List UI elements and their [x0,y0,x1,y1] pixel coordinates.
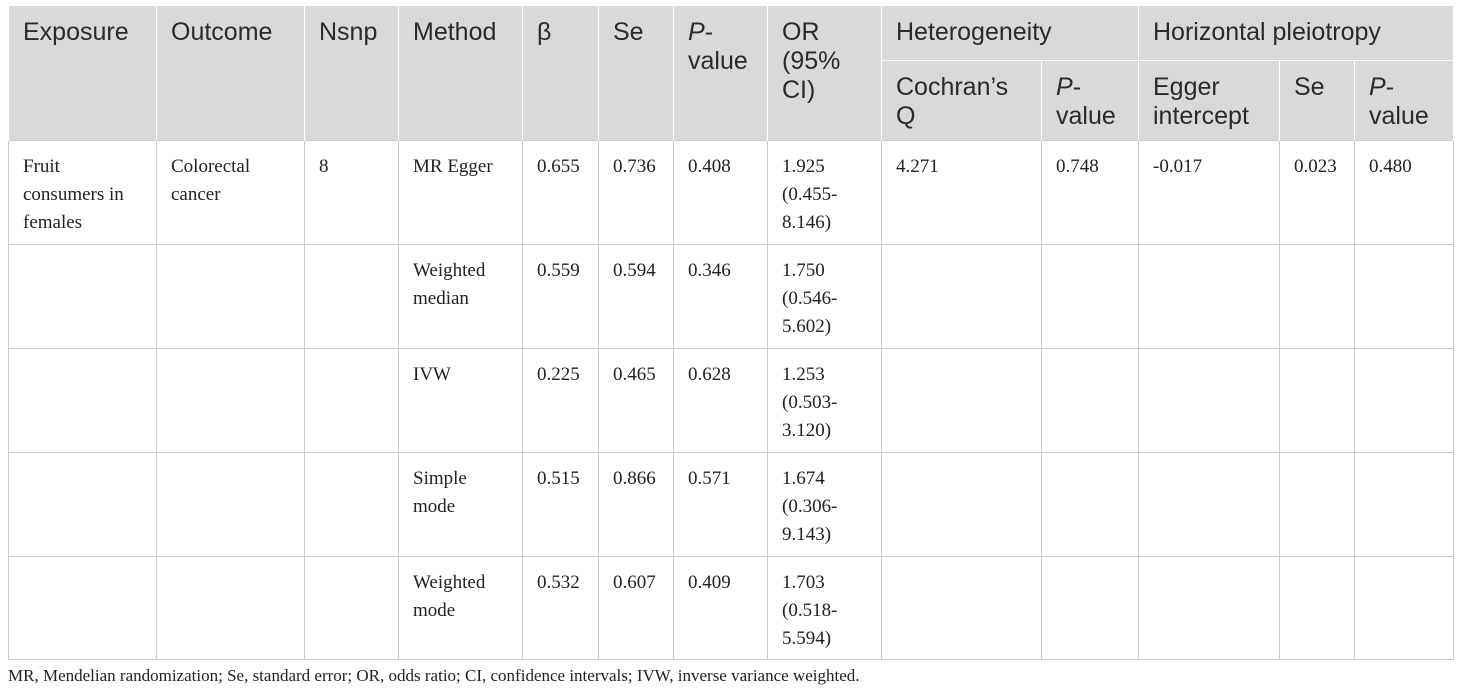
table-row: Weighted median 0.559 0.594 0.346 1.750 … [8,243,1455,349]
cell-nsnp [304,347,399,453]
cell-p-value: 0.408 [673,139,768,245]
cell-pleio-p-value [1353,555,1455,660]
header-row-sub: Cochran’s Q P-value Egger intercept Se P… [9,59,1455,140]
cell-exposure [8,451,157,557]
col-egger-intercept: Egger intercept [1138,59,1280,140]
cell-outcome [156,243,305,349]
col-method: Method [398,6,523,140]
cell-het-p-value [1041,451,1139,557]
cell-nsnp [304,555,399,660]
table-row: Weighted mode 0.532 0.607 0.409 1.703 (0… [8,555,1455,660]
cell-or: 1.925 (0.455-8.146) [767,139,882,245]
cell-or: 1.750 (0.546-5.602) [767,243,882,349]
col-nsnp: Nsnp [304,6,399,140]
cell-method: Weighted mode [398,555,523,660]
cell-cochrans-q [881,347,1042,453]
cell-beta: 0.532 [522,555,599,660]
p-italic: P [688,18,705,46]
cell-pleio-se: 0.023 [1279,139,1355,245]
p-rest: -value [688,18,748,75]
cell-cochrans-q: 4.271 [881,139,1042,245]
cell-pleio-se [1279,243,1355,349]
cell-cochrans-q [881,243,1042,349]
col-exposure: Exposure [8,6,157,140]
cell-beta: 0.515 [522,451,599,557]
col-outcome: Outcome [156,6,305,140]
cell-beta: 0.655 [522,139,599,245]
cell-pleio-se [1279,451,1355,557]
col-or: OR (95% CI) [767,6,882,140]
cell-exposure [8,555,157,660]
cell-het-p-value [1041,555,1139,660]
cell-outcome: Colorectal cancer [156,139,305,245]
cell-outcome [156,555,305,660]
cell-pleio-se [1279,555,1355,660]
cell-egger-intercept [1138,555,1280,660]
cell-het-p-value [1041,347,1139,453]
col-pleio-se: Se [1279,59,1355,140]
cell-or: 1.674 (0.306-9.143) [767,451,882,557]
col-pleio-p-value: P-value [1353,59,1455,140]
pleio-p-rest: -value [1369,72,1429,130]
table-body: Fruit consumers in females Colorectal ca… [8,139,1455,660]
cell-outcome [156,347,305,453]
header-row-top: Exposure Outcome Nsnp Method β Se P-valu… [8,6,1455,140]
cell-p-value: 0.571 [673,451,768,557]
col-cochrans-q: Cochran’s Q [881,59,1042,140]
table-footnote: MR, Mendelian randomization; Se, standar… [8,666,860,685]
cell-or: 1.703 (0.518-5.594) [767,555,882,660]
mr-results-table: Exposure Outcome Nsnp Method β Se P-valu… [8,6,1455,660]
cell-outcome [156,451,305,557]
cell-p-value: 0.346 [673,243,768,349]
cell-or: 1.253 (0.503-3.120) [767,347,882,453]
cell-se: 0.607 [598,555,674,660]
cell-se: 0.736 [598,139,674,245]
het-p-rest: -value [1056,72,1116,130]
col-group-horizontal-pleiotropy: Horizontal pleiotropy [1137,6,1455,60]
table-row: Simple mode 0.515 0.866 0.571 1.674 (0.3… [8,451,1455,557]
table-row: Fruit consumers in females Colorectal ca… [8,139,1455,245]
cell-se: 0.594 [598,243,674,349]
cell-pleio-p-value [1353,243,1455,349]
cell-beta: 0.225 [522,347,599,453]
cell-egger-intercept [1138,451,1280,557]
cell-method: Weighted median [398,243,523,349]
table-header: Exposure Outcome Nsnp Method β Se P-valu… [8,6,1455,140]
cell-egger-intercept: -0.017 [1138,139,1280,245]
results-table-container: Exposure Outcome Nsnp Method β Se P-valu… [8,6,1455,660]
cell-method: MR Egger [398,139,523,245]
pleio-p-italic: P [1369,72,1386,101]
cell-nsnp [304,451,399,557]
table-row: IVW 0.225 0.465 0.628 1.253 (0.503-3.120… [8,347,1455,453]
cell-beta: 0.559 [522,243,599,349]
cell-pleio-p-value [1353,347,1455,453]
het-p-italic: P [1056,72,1073,101]
cell-se: 0.866 [598,451,674,557]
cell-pleio-p-value [1353,451,1455,557]
cell-cochrans-q [881,451,1042,557]
cell-egger-intercept [1138,243,1280,349]
col-se: Se [598,6,674,140]
cell-cochrans-q [881,555,1042,660]
cell-het-p-value [1041,243,1139,349]
col-beta: β [522,6,599,140]
cell-p-value: 0.409 [673,555,768,660]
cell-nsnp [304,243,399,349]
cell-method: IVW [398,347,523,453]
col-p-value: P-value [673,6,768,140]
cell-het-p-value: 0.748 [1041,139,1139,245]
cell-se: 0.465 [598,347,674,453]
cell-method: Simple mode [398,451,523,557]
cell-exposure: Fruit consumers in females [8,139,157,245]
cell-exposure [8,347,157,453]
cell-p-value: 0.628 [673,347,768,453]
cell-pleio-se [1279,347,1355,453]
col-het-p-value: P-value [1041,59,1139,140]
cell-egger-intercept [1138,347,1280,453]
cell-nsnp: 8 [304,139,399,245]
cell-exposure [8,243,157,349]
col-group-heterogeneity: Heterogeneity [881,6,1139,60]
cell-pleio-p-value: 0.480 [1353,139,1455,245]
